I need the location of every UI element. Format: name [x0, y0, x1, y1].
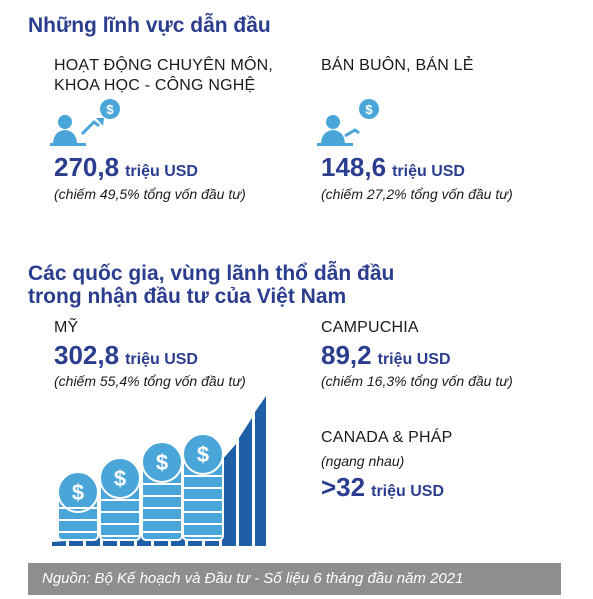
field-1-value-line: 270,8 triệu USD — [54, 152, 198, 187]
country-2-unit: triệu USD — [377, 351, 451, 368]
svg-text:$: $ — [72, 480, 84, 505]
field-2-unit: triệu USD — [392, 163, 465, 180]
country-1-name: MỸ — [54, 319, 79, 336]
country-2-note: (chiếm 16,3% tổng vốn đầu tư) — [321, 373, 513, 389]
countries-section-title-line1: Các quốc gia, vùng lãnh thổ dẫn đầu — [28, 262, 395, 285]
svg-text:$: $ — [365, 102, 373, 117]
svg-text:$: $ — [114, 466, 126, 491]
country-3-note: (ngang nhau) — [321, 453, 405, 469]
coin-stacks-growth-icon: $ $ $ $ — [52, 396, 266, 546]
field-1-note: (chiếm 49,5% tổng vốn đầu tư) — [54, 186, 246, 202]
countries-section-title-line2: trong nhận đầu tư của Việt Nam — [28, 285, 347, 308]
country-2-value: 89,2 — [321, 340, 372, 370]
country-3-value: >32 — [321, 472, 366, 502]
country-3-unit: triệu USD — [371, 483, 445, 500]
businessman-dollar-icon: $ — [50, 99, 120, 146]
field-2-name: BÁN BUÔN, BÁN LẺ — [321, 57, 474, 74]
field-2-note: (chiếm 27,2% tổng vốn đầu tư) — [321, 186, 513, 202]
svg-text:$: $ — [106, 102, 114, 117]
field-2-value: 148,6 — [321, 152, 387, 182]
country-1-value: 302,8 — [54, 340, 120, 370]
field-1-value: 270,8 — [54, 152, 120, 182]
country-2-value-line: 89,2 triệu USD — [321, 340, 451, 375]
field-1-unit: triệu USD — [125, 163, 198, 180]
businessman-dollar-icon-2: $ — [317, 99, 379, 146]
country-3-value-line: >32 triệu USD — [321, 472, 444, 507]
country-1-value-line: 302,8 triệu USD — [54, 340, 198, 375]
field-1-name-line2: KHOA HỌC - CÔNG NGHỆ — [54, 77, 256, 94]
country-2-name: CAMPUCHIA — [321, 319, 419, 336]
country-3-name: CANADA & PHÁP — [321, 429, 453, 446]
fields-section-title: Những lĩnh vực dẫn đầu — [28, 14, 271, 37]
country-1-note: (chiếm 55,4% tổng vốn đầu tư) — [54, 373, 246, 389]
coin-stack-icon: $ $ $ $ — [57, 433, 224, 541]
field-2-value-line: 148,6 triệu USD — [321, 152, 465, 187]
field-1-name-line1: HOẠT ĐỘNG CHUYÊN MÔN, — [54, 57, 274, 74]
source-footer: Nguồn: Bộ Kế hoạch và Đầu tư - Số liệu 6… — [28, 563, 561, 595]
svg-text:$: $ — [197, 442, 209, 467]
svg-text:$: $ — [156, 450, 168, 475]
country-1-unit: triệu USD — [125, 351, 198, 368]
